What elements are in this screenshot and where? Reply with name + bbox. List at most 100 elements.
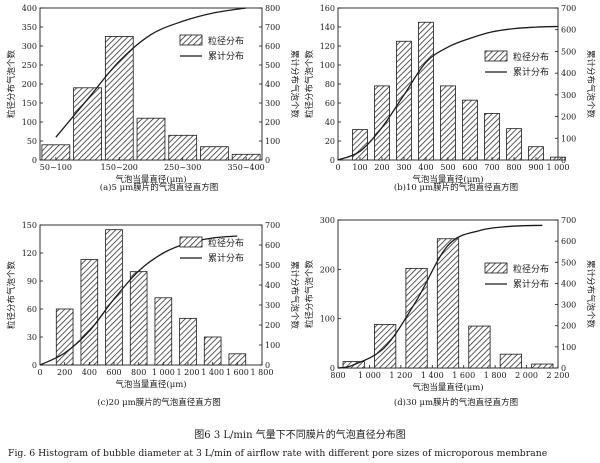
- y2-tick-label: 100: [561, 134, 576, 143]
- y2-axis-title: 累计分布气泡个数: [289, 50, 300, 119]
- chart-panel-2: 0 30 60 90 120 150 0 100 200 300 400 500 600 700 0 200 4…: [6, 221, 300, 408]
- histogram-bar: [154, 297, 173, 366]
- histogram-bar: [436, 238, 460, 369]
- cumulative-line: [337, 25, 559, 161]
- y2-tick-label: 200: [265, 118, 280, 127]
- y2-axis-title: 累计分布气泡个数: [289, 261, 300, 330]
- x-tick-label: 150~200: [101, 163, 138, 172]
- y2-tick-label: 200: [561, 113, 576, 122]
- histogram-bar: [418, 21, 434, 161]
- x-tick-label: 50~100: [40, 163, 72, 172]
- x-tick-label: 1 400: [421, 371, 444, 380]
- legend-bar-swatch: [484, 50, 508, 62]
- y-axis-title: 粒径分布气泡个数: [304, 260, 315, 329]
- y-tick-label: 30: [27, 333, 37, 342]
- legend-bar-label: 粒径分布: [513, 51, 549, 63]
- legend-bar-label: 粒径分布: [208, 237, 244, 249]
- y2-tick-label: 700: [561, 216, 576, 225]
- x-tick-label: 800: [330, 371, 345, 380]
- y-tick-label: 0: [32, 361, 37, 370]
- y2-tick-label: 700: [561, 4, 576, 13]
- y-tick-label: 0: [32, 156, 37, 165]
- y2-tick-label: 100: [561, 343, 576, 352]
- y2-tick-label: 0: [561, 156, 566, 165]
- x-tick-label: 1 000: [358, 371, 381, 380]
- x-axis-title: 气泡当量直径(μm): [115, 174, 186, 185]
- histogram-bar: [203, 336, 222, 366]
- y-tick-label: 200: [320, 265, 335, 274]
- x-tick-label: 250~300: [164, 163, 201, 172]
- y2-tick-label: 0: [561, 364, 566, 373]
- x-tick-label: 0: [335, 163, 340, 172]
- legend-line-label: 累计分布: [513, 278, 549, 290]
- figure-caption-cn: 图6 3 L/min 气量下不同膜片的气泡直径分布图: [194, 428, 405, 441]
- y-tick-label: 80: [325, 80, 335, 89]
- y2-tick-label: 200: [265, 321, 280, 330]
- y-tick-label: 100: [22, 118, 37, 127]
- y-tick-label: 120: [320, 42, 335, 51]
- x-tick-label: 2 200: [547, 371, 570, 380]
- x-tick-label: 500: [440, 163, 455, 172]
- histogram-bar: [129, 271, 148, 366]
- y2-tick-label: 300: [561, 301, 576, 310]
- y2-tick-label: 700: [265, 23, 280, 32]
- y-tick-label: 120: [22, 249, 37, 258]
- y-tick-label: 40: [325, 118, 335, 127]
- legend-line-label: 累计分布: [513, 66, 549, 78]
- histogram-bar: [352, 129, 368, 161]
- y2-tick-label: 400: [265, 80, 280, 89]
- x-tick-label: 1 000: [152, 368, 175, 377]
- y2-tick-label: 600: [561, 26, 576, 35]
- x-tick-label: 1 800: [484, 371, 507, 380]
- y-tick-label: 300: [22, 42, 37, 51]
- x-tick-label: 1 800: [251, 368, 274, 377]
- x-tick-label: 600: [106, 368, 121, 377]
- x-tick-label: 2 000: [515, 371, 538, 380]
- y2-tick-label: 500: [265, 261, 280, 270]
- y2-tick-label: 0: [265, 156, 270, 165]
- legend-line-label: 累计分布: [208, 50, 244, 62]
- y-axis-title: 粒径分布气泡个数: [304, 50, 315, 119]
- histogram-bar: [531, 363, 554, 369]
- y-tick-label: 60: [325, 99, 335, 108]
- y-axis-title: 粒径分布气泡个数: [6, 261, 17, 330]
- panel-caption: (d)30 μm膜片的气泡直径直方图: [394, 397, 518, 408]
- histogram-bar: [168, 134, 198, 161]
- y-tick-label: 60: [27, 305, 37, 314]
- histogram-bar: [104, 36, 134, 161]
- legend-bar-label: 粒径分布: [513, 263, 549, 275]
- y2-axis-title: 累计分布气泡个数: [585, 50, 596, 119]
- x-tick-label: 0: [37, 368, 42, 377]
- y-tick-label: 0: [330, 156, 335, 165]
- y2-tick-label: 100: [265, 341, 280, 350]
- chart-panel-1: 0 20 40 60 80 100 120 140 160 0 100 200 300 400 500 600…: [304, 4, 596, 193]
- x-axis-title: 气泡当量直径(μm): [412, 382, 483, 393]
- histogram-bar: [396, 40, 412, 161]
- y2-tick-label: 500: [561, 258, 576, 267]
- y2-tick-label: 200: [561, 322, 576, 331]
- y2-tick-label: 600: [561, 237, 576, 246]
- y-tick-label: 50: [27, 137, 37, 146]
- y-tick-label: 160: [320, 4, 335, 13]
- histogram-bar: [374, 85, 390, 161]
- x-axis-title: 气泡当量直径(μm): [115, 379, 186, 390]
- histogram-bar: [499, 353, 522, 369]
- panel-caption: (c)20 μm膜片的气泡直径直方图: [97, 397, 221, 408]
- x-tick-label: 900: [528, 163, 543, 172]
- y-axis-title: 粒径分布气泡个数: [6, 50, 17, 119]
- panel-caption: (b)10 μm膜片的气泡直径直方图: [394, 182, 518, 193]
- y2-tick-label: 300: [265, 99, 280, 108]
- y-tick-label: 350: [22, 23, 37, 32]
- cumulative-line: [337, 224, 543, 369]
- x-tick-label: 800: [506, 163, 521, 172]
- y-tick-label: 90: [27, 277, 37, 286]
- histogram-bar: [200, 146, 229, 161]
- y2-tick-label: 0: [265, 361, 270, 370]
- y-tick-label: 20: [325, 137, 335, 146]
- cumulative-line: [39, 235, 238, 366]
- x-tick-label: 300: [396, 163, 411, 172]
- x-tick-label: 400: [418, 163, 433, 172]
